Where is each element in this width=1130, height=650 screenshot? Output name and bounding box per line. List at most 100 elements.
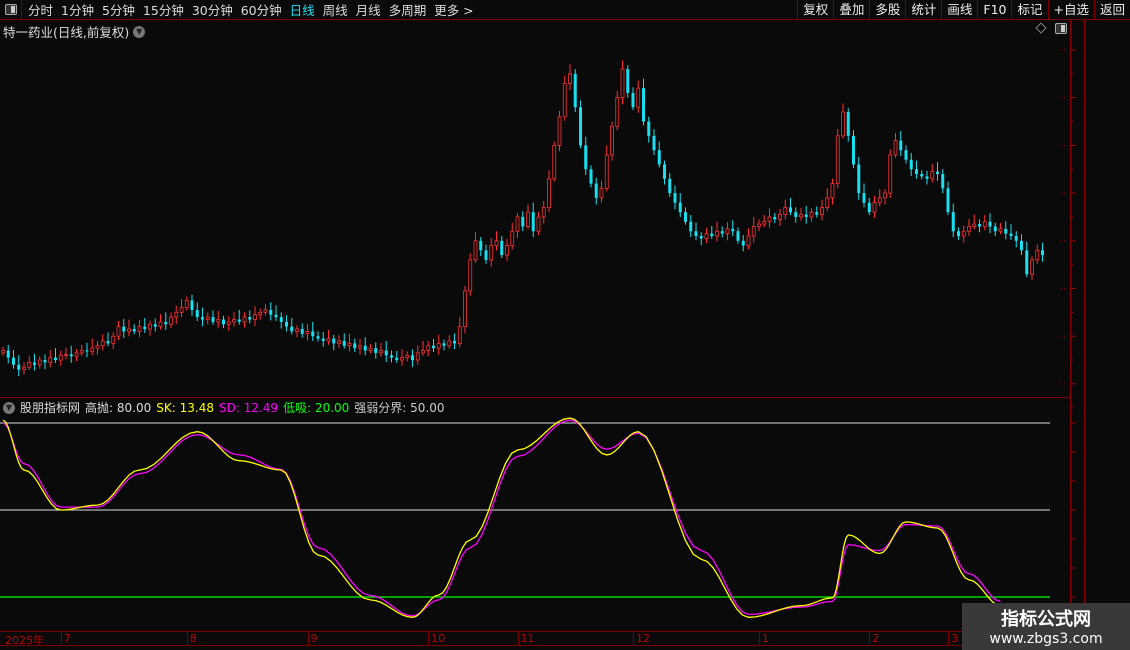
top-toolbar: 分时 1分钟 5分钟 15分钟 30分钟 60分钟 日线 周线 月线 多周期 更多 > 复权 叠加 多股… [0, 0, 1130, 20]
candle-body [337, 340, 341, 344]
candle-body [468, 259, 473, 292]
candle-body [415, 352, 420, 361]
candle-body [279, 317, 283, 322]
tab-period[interactable]: 月线 [355, 3, 381, 18]
candle-body [174, 311, 179, 318]
candle-body [736, 231, 740, 241]
candle-body [562, 82, 567, 118]
candle-body [521, 216, 525, 227]
candle-body [862, 193, 866, 203]
candle-body [400, 357, 404, 361]
candle-body [148, 323, 152, 330]
candle-body [269, 309, 273, 315]
candle-body [599, 187, 604, 199]
candle-body [447, 340, 452, 347]
candle-body [106, 340, 110, 344]
kline-chart[interactable]: 15.0014.0013.0012.0011.0010.009.008.0080… [0, 0, 1085, 645]
candle-body [536, 216, 541, 232]
tab-period[interactable]: 15分钟 [142, 3, 184, 18]
candle-body [153, 324, 157, 327]
candle-body [390, 355, 393, 358]
candle-body [300, 329, 304, 334]
candle-body [573, 73, 577, 108]
candle-body [510, 230, 515, 246]
candle-body [484, 250, 488, 260]
candle-body [584, 145, 588, 170]
date-axis: 2025年 7 8 9 10 11 12 1 2 3 [0, 631, 1070, 647]
candle-body [12, 357, 15, 365]
tab-period[interactable]: 分时 [28, 3, 54, 18]
date-label: 1 [759, 632, 769, 646]
candle-body [778, 214, 782, 220]
tab-period[interactable]: 60分钟 [240, 3, 282, 18]
toolbar-button[interactable]: 多股 [869, 0, 905, 20]
candle-body [725, 228, 730, 235]
tab-period[interactable]: 日线 [289, 3, 315, 18]
toolbar-button[interactable]: +自选 [1047, 0, 1094, 20]
candle-body [920, 174, 924, 177]
candle-body [216, 319, 221, 323]
candle-body [773, 216, 777, 220]
candle-body [799, 214, 803, 218]
tab-period[interactable]: 更多 > [434, 3, 474, 18]
chevron-down-icon[interactable]: ▼ [3, 401, 15, 414]
candle-body [731, 228, 735, 232]
chart-title: 特一药业(日线,前复权) ▼ [3, 22, 146, 41]
toolbar-button[interactable]: 叠加 [833, 0, 869, 20]
candle-body [48, 357, 53, 363]
candle-body [689, 221, 693, 232]
tab-period[interactable]: 周线 [322, 3, 348, 18]
toolbar-button[interactable]: 统计 [905, 0, 941, 20]
candle-body [33, 362, 36, 365]
candle-body [184, 300, 189, 308]
tab-period[interactable]: 30分钟 [191, 3, 233, 18]
price-axis-line [1070, 20, 1071, 630]
pane-divider [0, 397, 1070, 398]
candle-body [421, 350, 425, 354]
toolbar-buttons: 复权 叠加 多股 统计 画线 F10 标记 +自选 返回 [797, 0, 1130, 20]
candle-body [652, 135, 656, 151]
candle-body [1020, 240, 1023, 251]
chevron-down-icon[interactable]: ▼ [133, 25, 146, 38]
candle-body [442, 343, 446, 346]
candle-body [620, 68, 625, 99]
candle-body [285, 321, 288, 327]
candle-body [998, 228, 1003, 232]
toolbar-button[interactable]: F10 [977, 0, 1011, 20]
candle-body [946, 188, 950, 213]
candle-body [384, 350, 388, 356]
candle-body [684, 212, 687, 222]
candle-body [741, 240, 745, 246]
tab-period[interactable]: 1分钟 [61, 3, 94, 18]
candle-body [941, 174, 945, 189]
candle-body [909, 159, 913, 170]
watermark-url: www.zbgs3.com [989, 631, 1103, 647]
candle-body [604, 154, 609, 189]
candle-body [1035, 249, 1040, 261]
stock-title: 特一药业(日线,前复权) [3, 25, 130, 40]
candle-body [242, 316, 247, 323]
candle-body [804, 214, 808, 217]
toolbar-button[interactable]: 复权 [797, 0, 833, 20]
candle-body [930, 171, 935, 180]
toolbar-button[interactable]: 标记 [1011, 0, 1047, 20]
candle-body [201, 317, 204, 320]
candle-body [657, 150, 661, 165]
candle-body [552, 144, 557, 180]
candle-body [432, 345, 435, 349]
indicator-name: 股朋指标网 [20, 401, 81, 415]
toolbar-button[interactable]: 返回 [1093, 0, 1130, 20]
sidebar-toggle-button[interactable] [0, 0, 22, 20]
candle-body [263, 309, 268, 313]
candle-body [615, 97, 620, 127]
candle-body [547, 178, 551, 208]
candle-body [374, 348, 378, 353]
panel-icon [4, 4, 17, 15]
panel-toggle-button[interactable] [1055, 23, 1067, 34]
tab-period[interactable]: 多周期 [388, 3, 427, 18]
toolbar-button[interactable]: 画线 [941, 0, 977, 20]
tab-period[interactable]: 5分钟 [101, 3, 135, 18]
candle-body [610, 125, 614, 156]
date-label: 9 [307, 632, 318, 646]
candle-body [85, 350, 89, 352]
